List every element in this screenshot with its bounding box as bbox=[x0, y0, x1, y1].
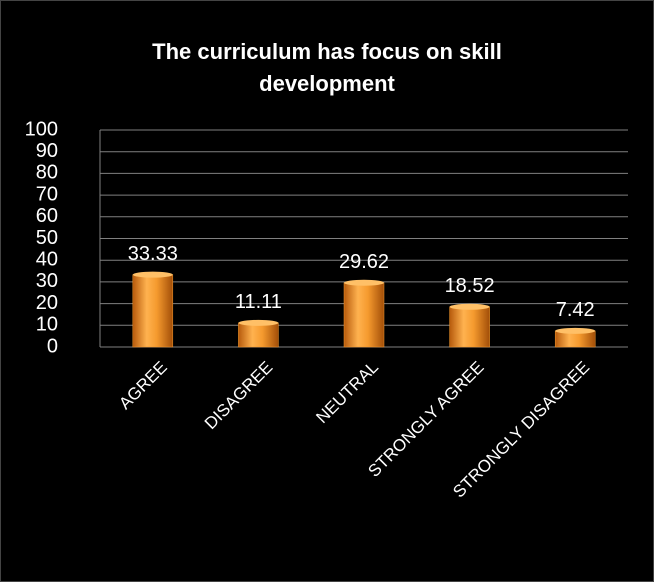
y-tick-label: 60 bbox=[36, 205, 58, 227]
bar-top bbox=[344, 279, 384, 286]
y-tick-label: 20 bbox=[36, 292, 58, 314]
y-tick-label: 50 bbox=[36, 227, 58, 249]
y-tick-label: 70 bbox=[36, 183, 58, 205]
y-tick-label: 90 bbox=[36, 140, 58, 162]
data-label: 29.62 bbox=[339, 251, 389, 273]
bar bbox=[132, 274, 174, 348]
data-label: 7.42 bbox=[556, 299, 595, 321]
bar bbox=[449, 306, 490, 348]
data-label: 18.52 bbox=[445, 275, 495, 297]
y-tick-label: 40 bbox=[36, 248, 58, 270]
data-label: 33.33 bbox=[128, 243, 178, 265]
bar-top bbox=[449, 303, 490, 310]
bar-top bbox=[555, 327, 596, 334]
bar bbox=[238, 322, 279, 348]
y-tick-label: 30 bbox=[36, 270, 58, 292]
y-tick-label: 80 bbox=[36, 162, 58, 184]
bar bbox=[343, 282, 385, 348]
y-tick-label: 10 bbox=[36, 314, 58, 336]
y-tick-label: 100 bbox=[25, 118, 58, 140]
y-tick-label: 0 bbox=[47, 335, 58, 357]
data-label: 11.11 bbox=[235, 291, 282, 313]
chart-title: The curriculum has focus on skill develo… bbox=[152, 39, 502, 96]
bar-top bbox=[238, 319, 279, 326]
bar-top bbox=[132, 271, 173, 278]
